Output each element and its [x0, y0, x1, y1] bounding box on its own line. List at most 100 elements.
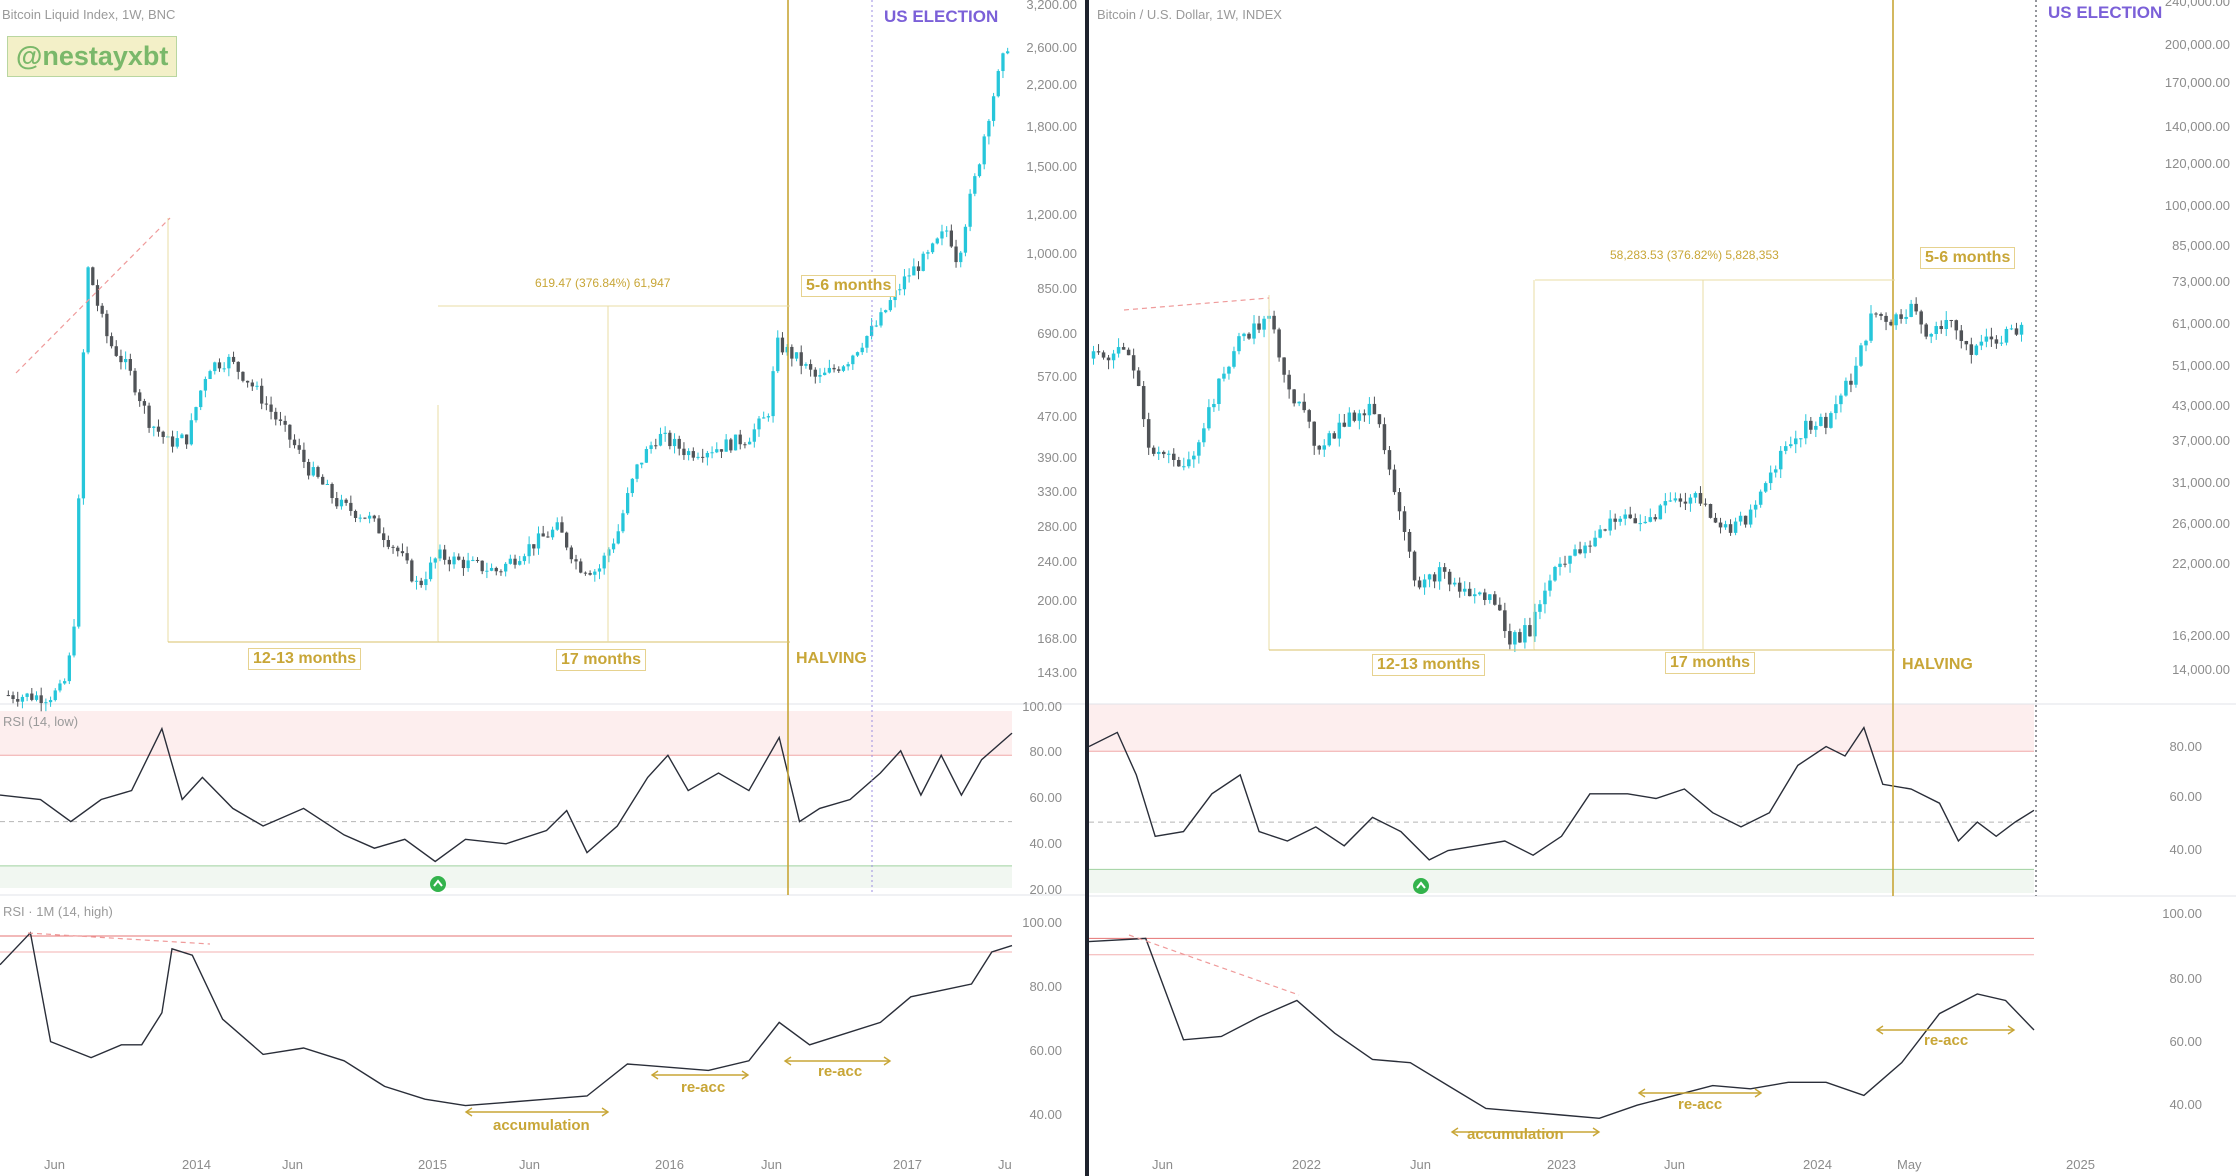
arrow-head: [601, 1107, 610, 1117]
candle-body: [1477, 592, 1482, 595]
candle-body: [217, 362, 222, 369]
candle-body: [630, 478, 634, 494]
candle-body: [1543, 590, 1547, 605]
candle-body: [428, 562, 433, 580]
left-reacc-1-label: re-acc: [681, 1079, 726, 1096]
candle-body: [283, 420, 287, 425]
candle-body: [1984, 336, 1989, 342]
candle-body: [1999, 342, 2004, 344]
candle-body: [855, 352, 860, 356]
candle-body: [1603, 529, 1607, 531]
left-post-halving-label: 5-6 months: [801, 275, 897, 297]
left-rsi2-title: RSI · 1M (14, high): [3, 904, 113, 919]
candle-body: [1939, 326, 1943, 330]
candle-body: [1733, 521, 1738, 533]
candle-body: [377, 518, 381, 534]
candle-body: [1367, 403, 1372, 416]
candle-body: [536, 533, 541, 549]
right-price-tick: 51,000.00: [2172, 358, 2230, 373]
left-rsi2-tick: 100.00: [1022, 915, 1062, 930]
candle-body: [1663, 501, 1668, 506]
candle-body: [1884, 315, 1888, 322]
candle-body: [208, 371, 212, 380]
candle-body: [1929, 334, 1933, 337]
candle-body: [189, 420, 193, 445]
candle-body: [123, 359, 128, 363]
candle-body: [1819, 416, 1823, 426]
candle-body: [1136, 370, 1141, 387]
candle-body: [1141, 386, 1146, 420]
candle-body: [1618, 518, 1622, 522]
candle-body: [1768, 472, 1773, 484]
candle-body: [1633, 518, 1638, 524]
candle-body: [1688, 497, 1693, 504]
candle-body: [63, 681, 67, 684]
left-price-tick: 1,500.00: [1026, 159, 1077, 174]
right-time-tick: Jun: [1410, 1157, 1431, 1172]
candle-body: [1402, 511, 1407, 532]
candle-body: [1417, 580, 1422, 588]
candle-body: [1282, 357, 1286, 375]
candle-body: [349, 502, 353, 511]
right-post-halving-label: 5-6 months: [1920, 247, 2016, 269]
candle-body: [1518, 632, 1522, 643]
candle-body: [1121, 347, 1126, 350]
candle-body: [1126, 349, 1131, 356]
candle-body: [138, 392, 142, 402]
candle-body: [1623, 514, 1627, 519]
right-time-tick: 2024: [1803, 1157, 1832, 1172]
candle-body: [236, 361, 240, 372]
left-price-tick: 2,200.00: [1026, 77, 1077, 92]
candle-body: [1718, 522, 1723, 528]
candle-body: [1488, 594, 1492, 600]
candle-body: [81, 352, 86, 499]
candle-body: [194, 407, 198, 421]
candle-body: [884, 310, 888, 313]
candle-body: [16, 699, 20, 702]
candle-body: [766, 416, 771, 418]
rsi2-dashed-trendline: [27, 932, 211, 945]
left-time-tick: 2017: [893, 1157, 922, 1172]
left-time-tick: Ju: [998, 1157, 1012, 1172]
candle-body: [175, 438, 179, 447]
candle-body: [771, 371, 775, 417]
candle-body: [2004, 328, 2009, 343]
candle-body: [109, 336, 114, 347]
left-time-tick: Jun: [282, 1157, 303, 1172]
candle-body: [1422, 579, 1427, 588]
candle-body: [147, 405, 151, 428]
candle-body: [621, 513, 625, 532]
candle-body: [949, 230, 953, 247]
candle-body: [358, 517, 362, 519]
candle-body: [1101, 352, 1106, 358]
candle-body: [926, 252, 930, 254]
right-time-tick: Jun: [1664, 1157, 1685, 1172]
candle-body: [1312, 421, 1316, 446]
candle-body: [1397, 492, 1402, 512]
left-time-tick: Jun: [44, 1157, 65, 1172]
candle-body: [1447, 571, 1452, 585]
candle-body: [1673, 498, 1678, 501]
arrow-head: [1637, 1088, 1646, 1098]
arrow-head: [883, 1056, 892, 1066]
candle-body: [1202, 428, 1206, 443]
candle-body: [640, 462, 644, 465]
candle-body: [1889, 321, 1893, 326]
candle-body: [1683, 501, 1688, 504]
candle-body: [1708, 504, 1713, 518]
candle-body: [1783, 446, 1788, 451]
signal-chevron-icon: [1416, 881, 1426, 889]
rsi-overbought-band: [1089, 704, 2034, 752]
candle-body: [1954, 320, 1959, 331]
candle-body: [269, 404, 273, 412]
candle-body: [1483, 592, 1487, 600]
candle-body: [818, 375, 822, 377]
rsi-oversold-band: [1089, 869, 2034, 893]
left-time-tick: 2016: [655, 1157, 684, 1172]
candle-body: [34, 695, 39, 700]
candle-body: [776, 337, 780, 372]
dashed-trendline: [15, 217, 171, 374]
candle-body: [691, 451, 695, 458]
left-reacc-2-label: re-acc: [818, 1063, 863, 1080]
